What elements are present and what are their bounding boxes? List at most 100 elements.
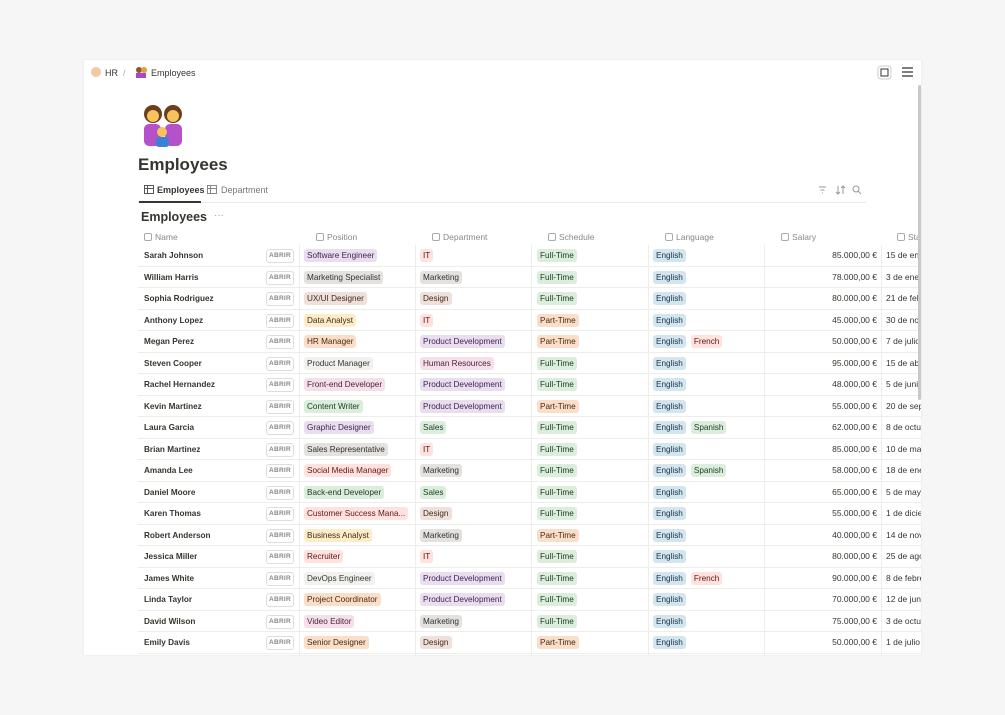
table-row[interactable]: Karen Thomas ABRIR Customer Success Mana..… bbox=[138, 503, 921, 525]
table-row[interactable]: William Harris ABRIR Marketing Specialist M… bbox=[138, 267, 921, 288]
table-menu[interactable]: ··· bbox=[214, 210, 224, 221]
language-cell: English Spanish bbox=[653, 417, 761, 438]
tag: Full-Time bbox=[537, 507, 577, 521]
department-cell: Product Development bbox=[420, 374, 528, 395]
open-button[interactable]: ABRIR bbox=[266, 313, 294, 328]
position-cell: Project Coordinator bbox=[304, 589, 412, 610]
open-button[interactable]: ABRIR bbox=[266, 593, 294, 607]
tag: Front-end Developer bbox=[304, 378, 386, 392]
start-date: 5 de mayo bbox=[886, 486, 921, 497]
open-button[interactable]: ABRIR bbox=[266, 335, 294, 349]
start-date: 3 de octul bbox=[886, 615, 921, 626]
tag: Full-Time bbox=[537, 270, 577, 284]
position-cell: Data Analyst bbox=[304, 310, 412, 331]
table-row[interactable]: Daniel Moore ABRIR Back-end Developer Sales… bbox=[138, 482, 921, 503]
tag: Sales bbox=[420, 421, 447, 435]
salary: 90.000,00 € bbox=[832, 572, 877, 583]
language-cell: English bbox=[653, 353, 761, 374]
open-button[interactable]: ABRIR bbox=[266, 292, 294, 306]
language-cell: English bbox=[653, 503, 761, 524]
schedule-cell: Part-Time bbox=[537, 525, 645, 546]
breadcrumb-hr[interactable]: HR bbox=[105, 68, 118, 78]
tag: IT bbox=[420, 442, 434, 456]
tag: DevOps Engineer bbox=[304, 571, 375, 585]
column-divider bbox=[299, 245, 300, 655]
table-row[interactable]: Kevin Martinez ABRIR Content Writer Product… bbox=[138, 396, 921, 417]
column-header: Name bbox=[155, 232, 178, 242]
salary: 50.000,00 € bbox=[832, 637, 877, 647]
tag: Marketing bbox=[420, 464, 462, 478]
page-title: Employees bbox=[138, 155, 228, 174]
share-button[interactable] bbox=[877, 65, 892, 80]
open-button[interactable]: ABRIR bbox=[266, 636, 294, 650]
tab-icon bbox=[207, 185, 217, 194]
table-row[interactable]: Sarah Johnson ABRIR Software Engineer IT Ful… bbox=[138, 245, 921, 267]
table-row[interactable]: David Wilson ABRIR Video Editor Marketing Fu… bbox=[138, 611, 921, 632]
menu-button[interactable] bbox=[902, 67, 913, 77]
table-row[interactable]: Rachel Hernandez ABRIR Front-end Developer… bbox=[138, 374, 921, 396]
table-row[interactable]: Sophia Rodriguez ABRIR UX/UI Designer Desig… bbox=[138, 288, 921, 310]
schedule-cell: Full-Time bbox=[537, 503, 645, 524]
language-cell: English French bbox=[653, 568, 761, 589]
table-row[interactable]: Robert Anderson ABRIR Business Analyst Mark… bbox=[138, 525, 921, 546]
schedule-cell: Full-Time bbox=[537, 374, 645, 395]
employee-name: Anthony Lopez bbox=[144, 315, 204, 325]
open-button[interactable]: ABRIR bbox=[266, 442, 294, 457]
schedule-cell: Full-Time bbox=[537, 568, 645, 589]
open-button[interactable]: ABRIR bbox=[266, 356, 294, 371]
table-row[interactable]: Jessica Miller ABRIR Recruiter IT Full-Time E… bbox=[138, 546, 921, 568]
open-button[interactable]: ABRIR bbox=[266, 528, 294, 543]
open-button[interactable]: ABRIR bbox=[266, 550, 294, 564]
employee-name: James White bbox=[144, 573, 195, 583]
tag: Product Development bbox=[420, 335, 505, 349]
tag: Recruiter bbox=[304, 550, 344, 564]
scrollbar bbox=[918, 85, 921, 400]
open-button[interactable]: ABRIR bbox=[266, 485, 294, 500]
tag: English bbox=[653, 421, 686, 435]
salary: 48.000,00 € bbox=[832, 379, 877, 389]
position-cell: Video Editor bbox=[304, 611, 412, 632]
start-date: 25 de ago bbox=[886, 551, 921, 561]
open-button[interactable]: ABRIR bbox=[266, 464, 294, 478]
tag: English bbox=[653, 335, 686, 349]
table-row[interactable]: Megan Perez ABRIR HR Manager Product Develo… bbox=[138, 331, 921, 353]
table-row[interactable]: Steven Cooper ABRIR Product Manager Human R… bbox=[138, 353, 921, 374]
tab[interactable]: Employees bbox=[157, 185, 205, 195]
tag: Design bbox=[420, 292, 452, 306]
table-title: Employees bbox=[141, 210, 208, 224]
start-date: 8 de febre bbox=[886, 572, 921, 583]
breadcrumb-employees[interactable]: Employees bbox=[151, 68, 196, 78]
start-date: 15 de ene bbox=[886, 250, 921, 260]
tag: Software Engineer bbox=[304, 249, 378, 263]
open-button[interactable]: ABRIR bbox=[266, 378, 294, 392]
department-cell: Sales bbox=[420, 482, 528, 503]
table-row[interactable]: James White ABRIR DevOps Engineer Product D… bbox=[138, 568, 921, 589]
tag: Marketing Specialist bbox=[304, 270, 384, 284]
open-button[interactable]: ABRIR bbox=[266, 270, 294, 285]
table-row[interactable]: Emily Davis ABRIR Senior Designer Design Par… bbox=[138, 632, 921, 654]
open-button[interactable]: ABRIR bbox=[266, 614, 294, 629]
tag: English bbox=[653, 593, 686, 607]
open-button[interactable]: ABRIR bbox=[266, 507, 294, 521]
tag: Full-Time bbox=[537, 614, 577, 628]
tab[interactable]: Department bbox=[221, 185, 269, 195]
view-tools[interactable] bbox=[818, 185, 868, 195]
open-button[interactable]: ABRIR bbox=[266, 399, 294, 414]
open-button[interactable]: ABRIR bbox=[266, 421, 294, 435]
tag: Customer Success Mana... bbox=[304, 507, 409, 521]
language-cell: English bbox=[653, 482, 761, 503]
open-button[interactable]: ABRIR bbox=[266, 249, 294, 263]
language-cell: English bbox=[653, 396, 761, 417]
breadcrumb-sep: / bbox=[123, 68, 126, 78]
table-row[interactable]: Linda Taylor ABRIR Project Coordinator Prod… bbox=[138, 589, 921, 611]
tag: Design bbox=[420, 636, 452, 650]
table-row[interactable]: Laura Garcia ABRIR Graphic Designer Sales Fu… bbox=[138, 417, 921, 439]
employee-name: Rachel Hernandez bbox=[144, 380, 215, 389]
table-row[interactable]: Brian Martinez ABRIR Sales Representative I… bbox=[138, 439, 921, 460]
tag: Full-Time bbox=[537, 292, 577, 306]
column-divider bbox=[648, 245, 649, 655]
table-row[interactable]: Anthony Lopez ABRIR Data Analyst IT Part-Tim… bbox=[138, 310, 921, 331]
table-row[interactable]: Amanda Lee ABRIR Social Media Manager Marke… bbox=[138, 460, 921, 482]
open-button[interactable]: ABRIR bbox=[266, 571, 294, 586]
salary: 40.000,00 € bbox=[832, 529, 877, 540]
